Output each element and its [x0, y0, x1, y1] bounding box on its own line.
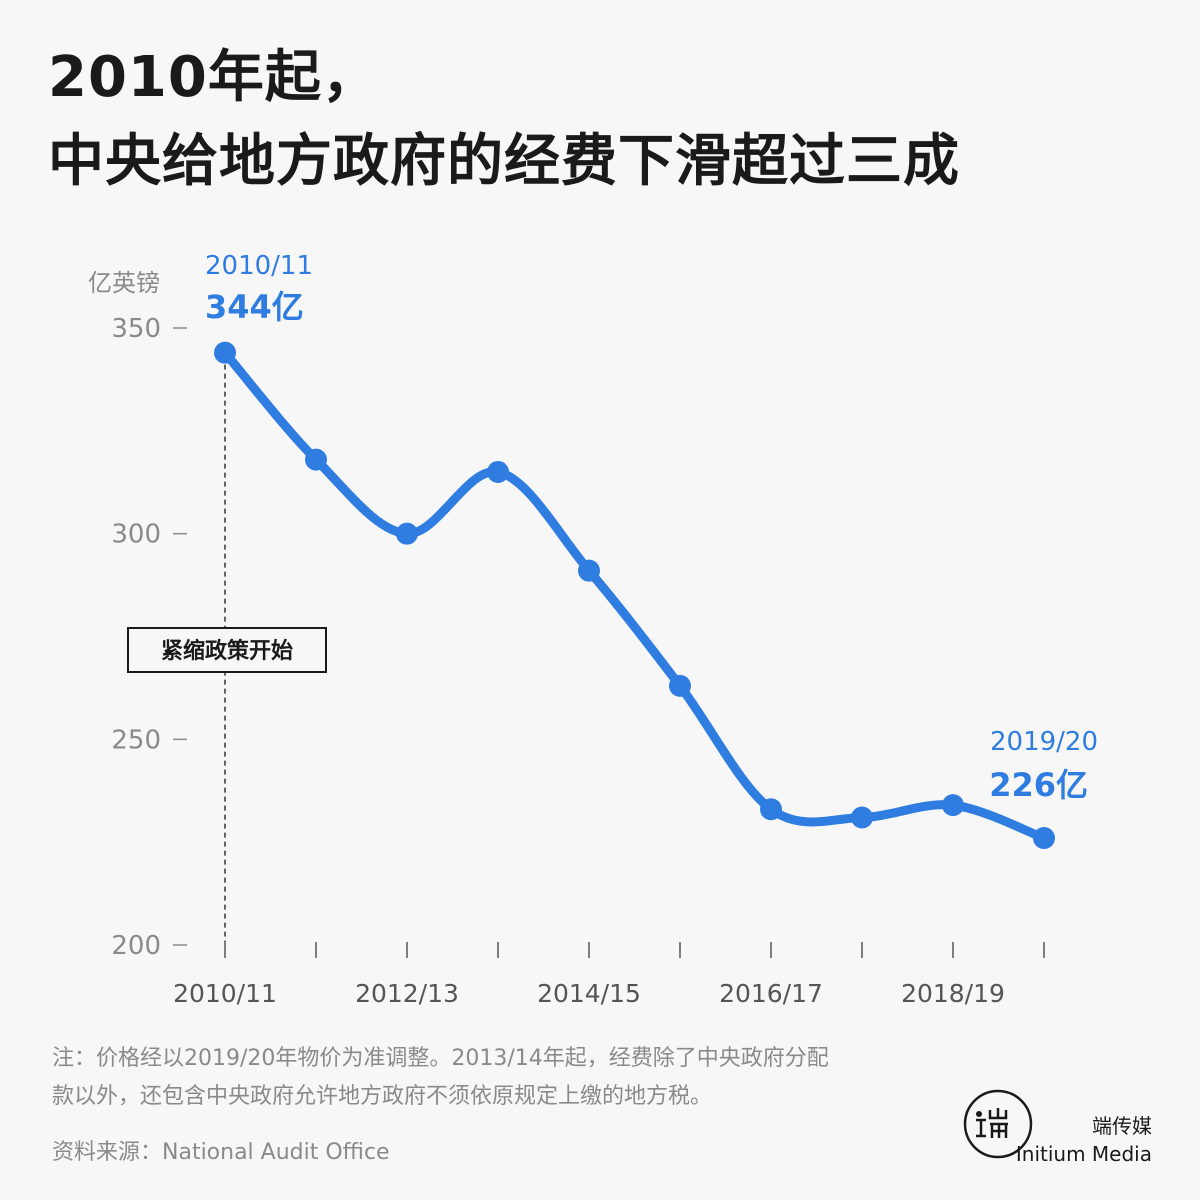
y-tick-label-350: 350	[111, 314, 161, 344]
data-point-2011/12	[305, 448, 327, 471]
end-value-label: 226亿	[989, 766, 1088, 804]
data-point-2014/15	[578, 559, 600, 582]
x-tick-label-2014/15: 2014/15	[537, 979, 641, 1008]
data-point-2013/14	[487, 460, 509, 483]
title-line-2: 中央给地方政府的经费下滑超过三成	[48, 129, 960, 194]
footnote-line-2: 款以外，还包含中央政府允许地方政府不须依原规定上缴的地方税。	[52, 1084, 713, 1109]
series-line	[220, 348, 1049, 843]
chart-title: 2010年起， 中央给地方政府的经费下滑超过三成	[48, 36, 960, 204]
x-tick-label-2012/13: 2012/13	[355, 979, 459, 1008]
footnote: 注：价格经以2019/20年物价为准调整。2013/14年起，经费除了中央政府分…	[52, 1040, 952, 1116]
start-value-label: 344亿	[205, 288, 304, 326]
y-axis-label: 亿英镑	[88, 269, 160, 297]
x-axis: 2010/11 2012/13 2014/15 2016/17 2018/19	[173, 942, 1045, 1008]
data-point-2012/13	[396, 522, 418, 545]
data-point-2015/16	[669, 674, 691, 697]
y-tick-label-300: 300	[111, 520, 161, 550]
title-line-1: 2010年起，	[48, 45, 379, 110]
source-credit: 资料来源：National Audit Office	[52, 1140, 390, 1165]
data-point-2019/20	[1033, 827, 1055, 850]
initium-logo-icon	[963, 1089, 1033, 1159]
x-tick-label-2016/17: 2016/17	[719, 979, 823, 1008]
policy-annotation-label: 紧缩政策开始	[161, 638, 293, 664]
data-point-2010/11	[214, 341, 236, 364]
start-period-label: 2010/11	[205, 251, 313, 281]
x-tick-label-2010/11: 2010/11	[173, 979, 277, 1008]
y-tick-label-200: 200	[111, 931, 161, 961]
data-point-2016/17	[760, 798, 782, 821]
data-point-2018/19	[942, 794, 964, 817]
data-point-2017/18	[851, 806, 873, 829]
brand: 端传媒 Initium Media	[1016, 1112, 1152, 1168]
y-axis: 200 250 300 350	[111, 314, 187, 961]
brand-en: Initium Media	[1015, 1142, 1152, 1166]
policy-annotation: 紧缩政策开始	[127, 627, 327, 673]
data-points	[214, 341, 1055, 850]
end-period-label: 2019/20	[990, 727, 1098, 757]
brand-cn: 端传媒	[1092, 1114, 1152, 1138]
y-tick-label-250: 250	[111, 725, 161, 755]
footnote-line-1: 注：价格经以2019/20年物价为准调整。2013/14年起，经费除了中央政府分…	[52, 1046, 829, 1071]
x-tick-label-2018/19: 2018/19	[901, 979, 1005, 1008]
policy-annotation-box	[127, 627, 327, 673]
